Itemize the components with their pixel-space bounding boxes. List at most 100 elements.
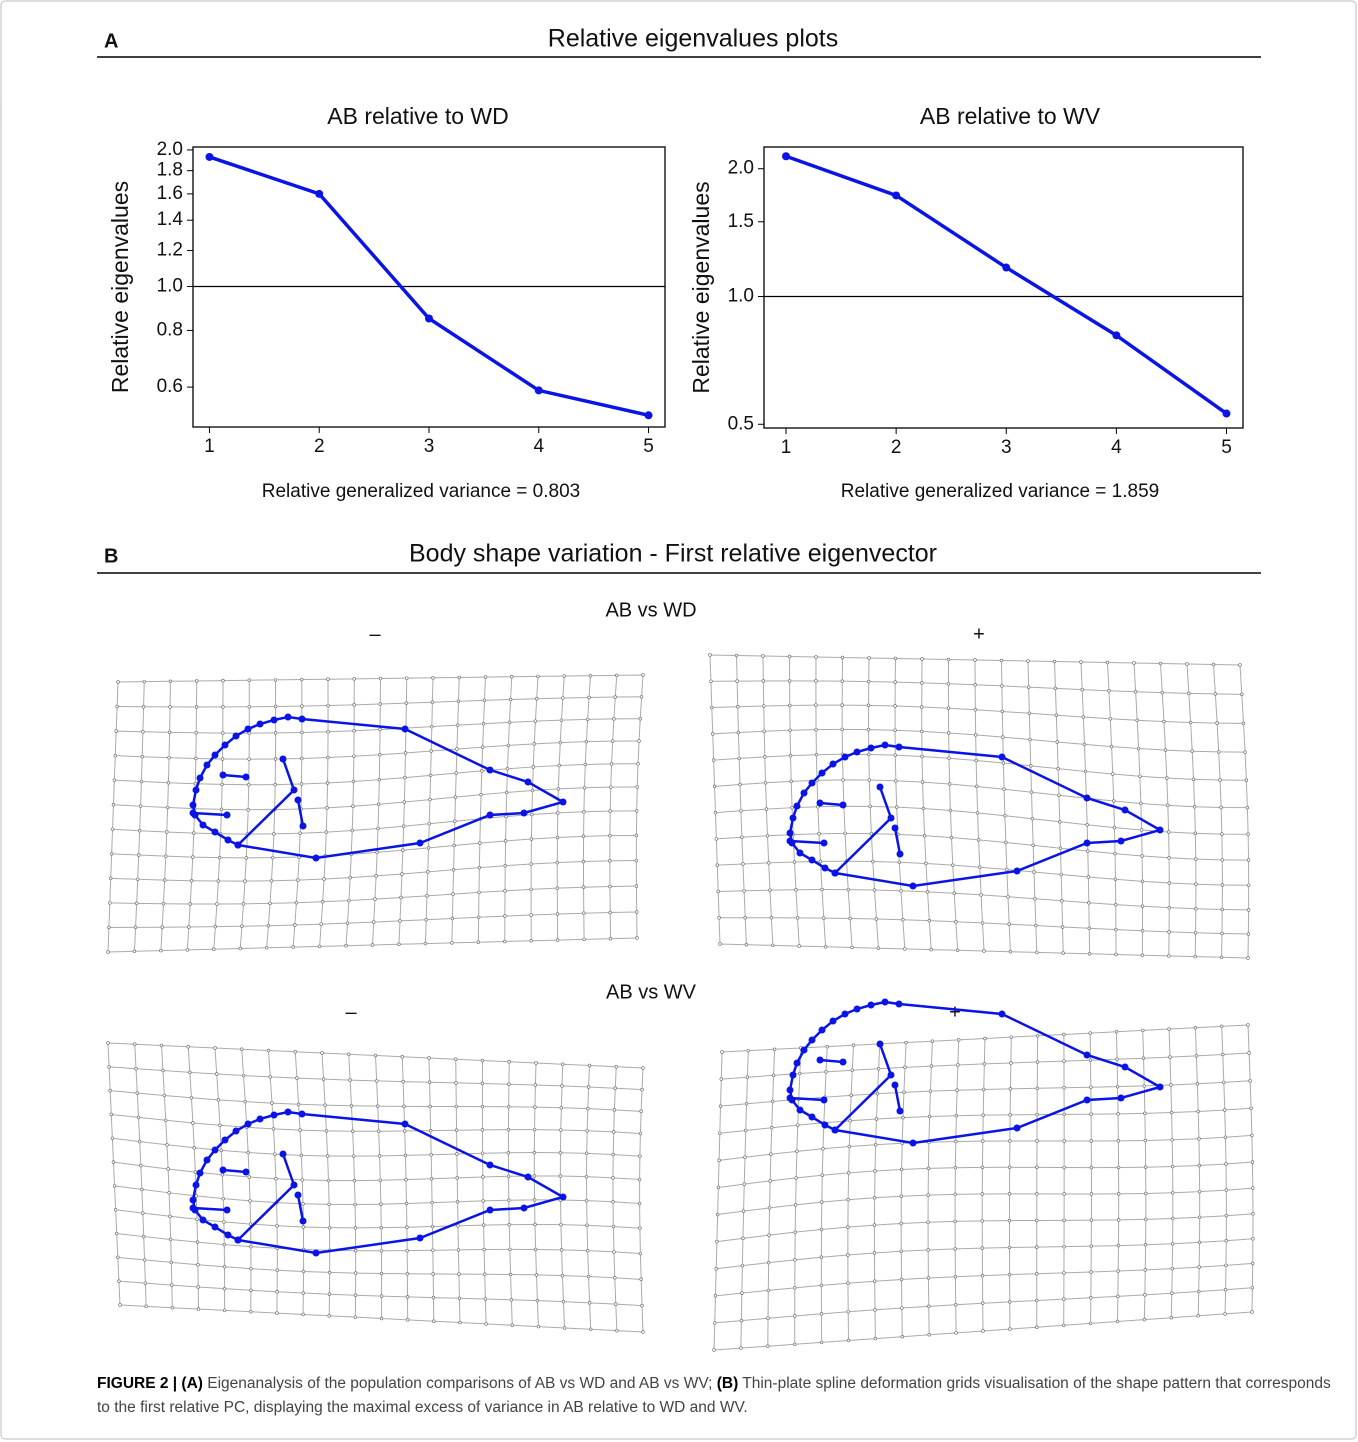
grid-node [557, 763, 561, 768]
y-tick-label: 1.4 [157, 209, 184, 230]
grid-node [1059, 872, 1063, 877]
grid-node [243, 879, 247, 883]
grid-node [850, 1068, 854, 1072]
grid-node [893, 704, 897, 708]
grid-node [1062, 1032, 1066, 1037]
grid-node [926, 1166, 931, 1171]
grid-node [296, 1102, 301, 1106]
grid-node [719, 1077, 723, 1081]
grid-node [161, 902, 166, 906]
grid-node [1140, 854, 1144, 858]
grid-node [1033, 897, 1037, 901]
landmark [786, 1086, 794, 1094]
grid-node [301, 1202, 305, 1206]
grid-node [1116, 1243, 1121, 1248]
landmark [1083, 1096, 1091, 1104]
grid-node [767, 1233, 771, 1237]
grid-node [711, 758, 716, 762]
y-tick-label: 1.6 [157, 183, 183, 204]
y-tick-label: 0.5 [728, 413, 754, 434]
grid-node [458, 1320, 462, 1325]
panel-title: Body shape variation - First relative ei… [409, 540, 937, 568]
grid-node [615, 673, 619, 678]
grid-node [454, 1057, 458, 1061]
grid-node [138, 804, 143, 808]
landmark [839, 1058, 847, 1066]
grid-node [769, 916, 774, 920]
grid-node [503, 939, 507, 944]
grid-node [404, 701, 409, 705]
grid-node [952, 891, 956, 895]
deformation-grid [712, 998, 1255, 1352]
grid-node [323, 1103, 327, 1107]
grid-node [506, 1151, 511, 1155]
outline [191, 1110, 567, 1255]
grid-node [428, 1128, 433, 1133]
grid-node [291, 945, 295, 949]
landmark [234, 1236, 242, 1244]
landmark [1013, 1124, 1021, 1132]
grid-node [581, 834, 586, 839]
grid-node [536, 1324, 541, 1329]
grid-node [745, 1075, 750, 1079]
landmark [867, 1001, 875, 1009]
point [782, 152, 791, 161]
grid-node [1088, 1058, 1093, 1062]
grid-node [946, 731, 951, 735]
grid-line [609, 675, 618, 939]
grid-node [219, 807, 224, 812]
landmark [486, 1161, 494, 1169]
landmark [189, 1196, 197, 1204]
landmark [881, 998, 889, 1006]
grid-node [872, 1223, 877, 1227]
grid-node [398, 919, 402, 923]
grid-node [1116, 1165, 1121, 1170]
grid-node [455, 1176, 459, 1180]
grid-node [766, 861, 771, 865]
point [1002, 263, 1011, 272]
grid-node [982, 1062, 987, 1066]
grid-node [588, 673, 593, 678]
grid-node [954, 1113, 959, 1118]
grid-node [247, 757, 251, 761]
grid-node [1215, 721, 1219, 725]
y-axis-label: Relative eigenvalues [688, 181, 714, 393]
grid-line [107, 681, 119, 953]
landmark [211, 1223, 219, 1231]
landmark [298, 715, 306, 723]
grid-node [1089, 1112, 1093, 1116]
grid-line [762, 655, 774, 946]
grid-node [456, 1224, 460, 1228]
grid-node [170, 1305, 175, 1310]
grid-node [867, 778, 872, 782]
grid-line [1194, 1027, 1201, 1316]
grid-node [1250, 1133, 1254, 1138]
landmark [816, 799, 824, 807]
grid-node [1169, 1083, 1173, 1087]
grid-node [1142, 1317, 1147, 1322]
grid-node [296, 878, 300, 882]
grid-node [532, 1174, 537, 1178]
grid-node [327, 1292, 332, 1296]
grid-node [428, 773, 433, 778]
grid-line [401, 1056, 409, 1320]
grid-node [608, 936, 613, 941]
grid-node [136, 877, 140, 881]
grid-node [876, 1067, 881, 1071]
grid-node [1193, 954, 1197, 959]
grid-node [213, 1046, 217, 1050]
grid-line [507, 1061, 513, 1326]
grid-node [793, 1258, 797, 1262]
grid-node [116, 1255, 120, 1260]
grid-node [735, 679, 739, 683]
grid-node [924, 861, 928, 866]
grid-node [186, 1045, 190, 1049]
grid-node [327, 1225, 332, 1230]
grid-node [765, 834, 770, 838]
grid-node [1060, 925, 1065, 929]
grid-node [1000, 709, 1005, 714]
grid-node [1114, 902, 1118, 907]
grid-node [193, 782, 198, 786]
grid-line [161, 1045, 173, 1308]
grid-node [300, 677, 304, 682]
